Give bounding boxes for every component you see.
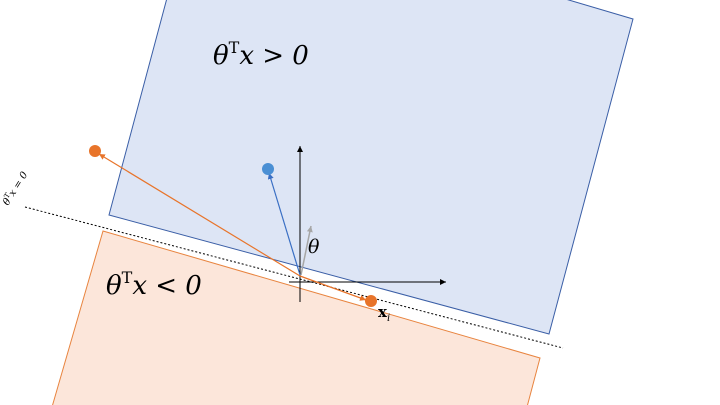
- blue-point-vector: [267, 172, 301, 276]
- orange-data-point-upper: [89, 145, 101, 157]
- negative-region: [52, 230, 541, 405]
- theta-label: θ: [308, 236, 320, 258]
- negative-region-label: θTx < 0: [106, 268, 202, 301]
- xi-data-point: [365, 295, 377, 307]
- positive-region-label: θTx > 0: [213, 38, 309, 71]
- blue-data-point: [262, 163, 274, 175]
- orange-point-vector-upper: [98, 153, 301, 277]
- decision-boundary-line: [24, 206, 564, 349]
- boundary-label: θTx = 0: [0, 168, 31, 207]
- theta-vector-arrow: [300, 225, 313, 276]
- xi-point-vector: [299, 275, 367, 301]
- positive-region: [108, 0, 634, 335]
- xi-label: xi: [378, 303, 390, 324]
